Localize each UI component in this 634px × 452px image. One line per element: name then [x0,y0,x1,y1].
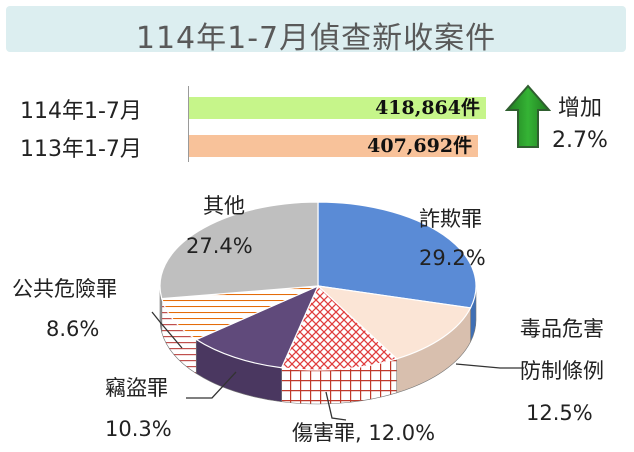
label-theft-value: 10.3% [105,417,172,441]
label-public-danger-name: 公共危險罪 [12,277,117,301]
row-label-113: 113年1-7月 [20,137,142,162]
comparison-axis [188,86,189,162]
label-drug-value: 12.5% [526,401,593,425]
label-other-value: 27.4% [186,234,253,258]
label-public-danger-value: 8.6% [46,317,100,341]
bar-113-value: 407,692件 [367,135,473,157]
pie-slice-theft [194,284,320,369]
label-drug-name-2: 防制條例 [520,359,604,383]
up-arrow-icon [505,84,551,148]
bar-113: 407,692件 [189,135,479,157]
page-title: 114年1-7月偵查新收案件 [135,21,497,56]
label-theft-name: 竊盜罪 [105,376,168,400]
pie-slice-assault [280,284,398,371]
title-banner: 114年1-7月偵查新收案件 [6,6,626,56]
leader-drug [455,363,524,369]
bar-114-value: 418,864件 [375,97,480,119]
change-value: 2.7% [552,128,608,153]
label-assault: 傷害罪, 12.0% [292,421,436,445]
leader-assault [325,391,347,421]
label-other-name: 其他 [203,194,245,218]
label-fraud-value: 29.2% [419,246,486,270]
pie-slice-other [159,201,319,300]
label-fraud-name: 詐欺罪 [419,207,482,231]
pie-slice-fraud [317,201,477,309]
pie-slice-drug [316,285,472,360]
leader-theft [186,371,237,399]
pie-slice-public-danger [161,285,319,341]
label-drug-name-1: 毒品危害 [520,317,604,341]
leader-public-danger [151,311,183,349]
row-label-114: 114年1-7月 [20,99,142,124]
change-label: 增加 [558,96,603,121]
bar-114: 418,864件 [189,97,486,119]
